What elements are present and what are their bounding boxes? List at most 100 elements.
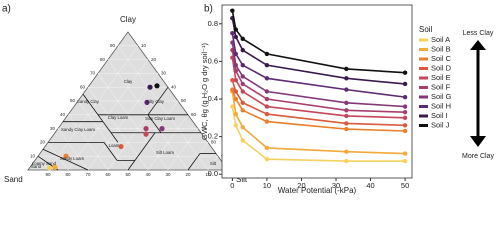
series-line: [231, 18, 406, 85]
point: [233, 68, 239, 74]
region-labels: Clay Silty Clay Sandy Clay Clay Loam Sil…: [31, 79, 217, 169]
point: [233, 62, 239, 68]
point: [402, 70, 408, 75]
tick-label: 70: [85, 172, 91, 177]
series-line: [231, 42, 406, 108]
point: [344, 76, 349, 81]
grid-line: [37, 156, 49, 171]
tick-label: 30: [165, 172, 171, 177]
y-tick-label: 0.4: [208, 94, 218, 103]
point: [240, 89, 245, 94]
point: [344, 149, 349, 154]
tick-label: 50: [125, 172, 131, 177]
point: [402, 94, 408, 100]
soil-point: [159, 126, 165, 132]
point: [240, 36, 245, 42]
panel-label: b): [204, 4, 213, 15]
region-label: Loamy Sand: [32, 161, 57, 166]
legend-label: Soil F: [431, 82, 451, 91]
point: [233, 123, 239, 128]
region-boundary: [103, 142, 118, 161]
point: [264, 62, 270, 68]
x-axis-label: Water Potential (-kPa): [278, 186, 357, 195]
point: [240, 62, 245, 68]
legend-label: Soil D: [431, 63, 452, 72]
point: [402, 128, 408, 134]
axis-label: Silt: [236, 175, 248, 184]
point: [344, 100, 349, 105]
point: [264, 76, 270, 81]
region-label: Clay Loam: [108, 115, 129, 120]
tick-label: 80: [211, 140, 217, 145]
region-label: Sand: [31, 164, 42, 169]
region-boundary: [147, 86, 169, 116]
point: [402, 104, 408, 109]
series-line: [231, 91, 406, 155]
y-axis-label: GWC, θg (g H₂O g dry soil⁻¹): [200, 43, 209, 140]
point: [240, 108, 245, 113]
point: [233, 111, 239, 117]
point: [402, 123, 408, 128]
region-boundary: [147, 114, 162, 133]
point: [230, 78, 235, 83]
y-tick-label: 0.8: [208, 19, 218, 28]
point: [402, 115, 408, 121]
grid-line: [117, 45, 209, 171]
point: [344, 87, 349, 92]
plot-frame: [221, 4, 413, 179]
point: [402, 81, 408, 87]
point: [264, 111, 270, 117]
y-tick-label: 0.0: [208, 169, 218, 178]
y-tick-label: 0.6: [208, 56, 218, 65]
point: [264, 89, 270, 94]
legend-swatch: [419, 76, 428, 80]
point: [402, 151, 408, 156]
tick-label: 60: [105, 172, 111, 177]
tick-label: 30: [161, 71, 167, 76]
point: [264, 156, 270, 162]
legend-swatch: [419, 38, 428, 42]
region-label: Silty Clay Loam: [145, 116, 175, 121]
tick-label: 70: [90, 71, 96, 76]
point: [233, 27, 239, 32]
point: [344, 158, 349, 164]
arrow-head: [470, 40, 486, 50]
series-line: [231, 106, 406, 162]
point: [230, 8, 235, 13]
tick-label: 60: [80, 84, 86, 89]
point: [344, 126, 349, 132]
point: [264, 51, 270, 57]
point: [264, 145, 270, 151]
legend-swatch: [419, 105, 428, 108]
region-label: Silt Loam: [156, 150, 174, 155]
tick-label: 20: [185, 172, 191, 177]
region-boundary: [127, 132, 156, 171]
point: [230, 104, 235, 109]
line-plot: 0.0 0.2 0.4 0.6 0.8 0 10 20 30 40 50 Water Potentia…: [200, 4, 494, 195]
point: [240, 74, 245, 79]
grid-line: [207, 156, 219, 171]
point: [240, 81, 245, 87]
tick-label: 90: [110, 43, 116, 48]
legend-swatch: [419, 57, 428, 61]
legend-label: Soil J: [431, 120, 450, 129]
tick-label: 80: [65, 172, 71, 177]
region-boundary: [82, 93, 104, 122]
axis-label: Clay: [120, 15, 136, 24]
tick-label: 40: [171, 84, 177, 89]
grid-line: [167, 128, 199, 171]
point: [240, 47, 245, 53]
soil-point: [143, 131, 149, 137]
tick-label: 50: [181, 98, 187, 103]
point: [233, 51, 239, 57]
soil-point: [52, 164, 58, 170]
panel-label: a): [2, 4, 11, 15]
tick-label: 20: [40, 140, 46, 145]
point: [344, 113, 349, 119]
legend-label: Soil G: [431, 92, 452, 101]
tick-label: 20: [151, 57, 157, 62]
point: [264, 119, 270, 124]
x-tick-label: 30: [332, 181, 340, 190]
soil-point: [144, 99, 150, 105]
point: [240, 100, 245, 105]
